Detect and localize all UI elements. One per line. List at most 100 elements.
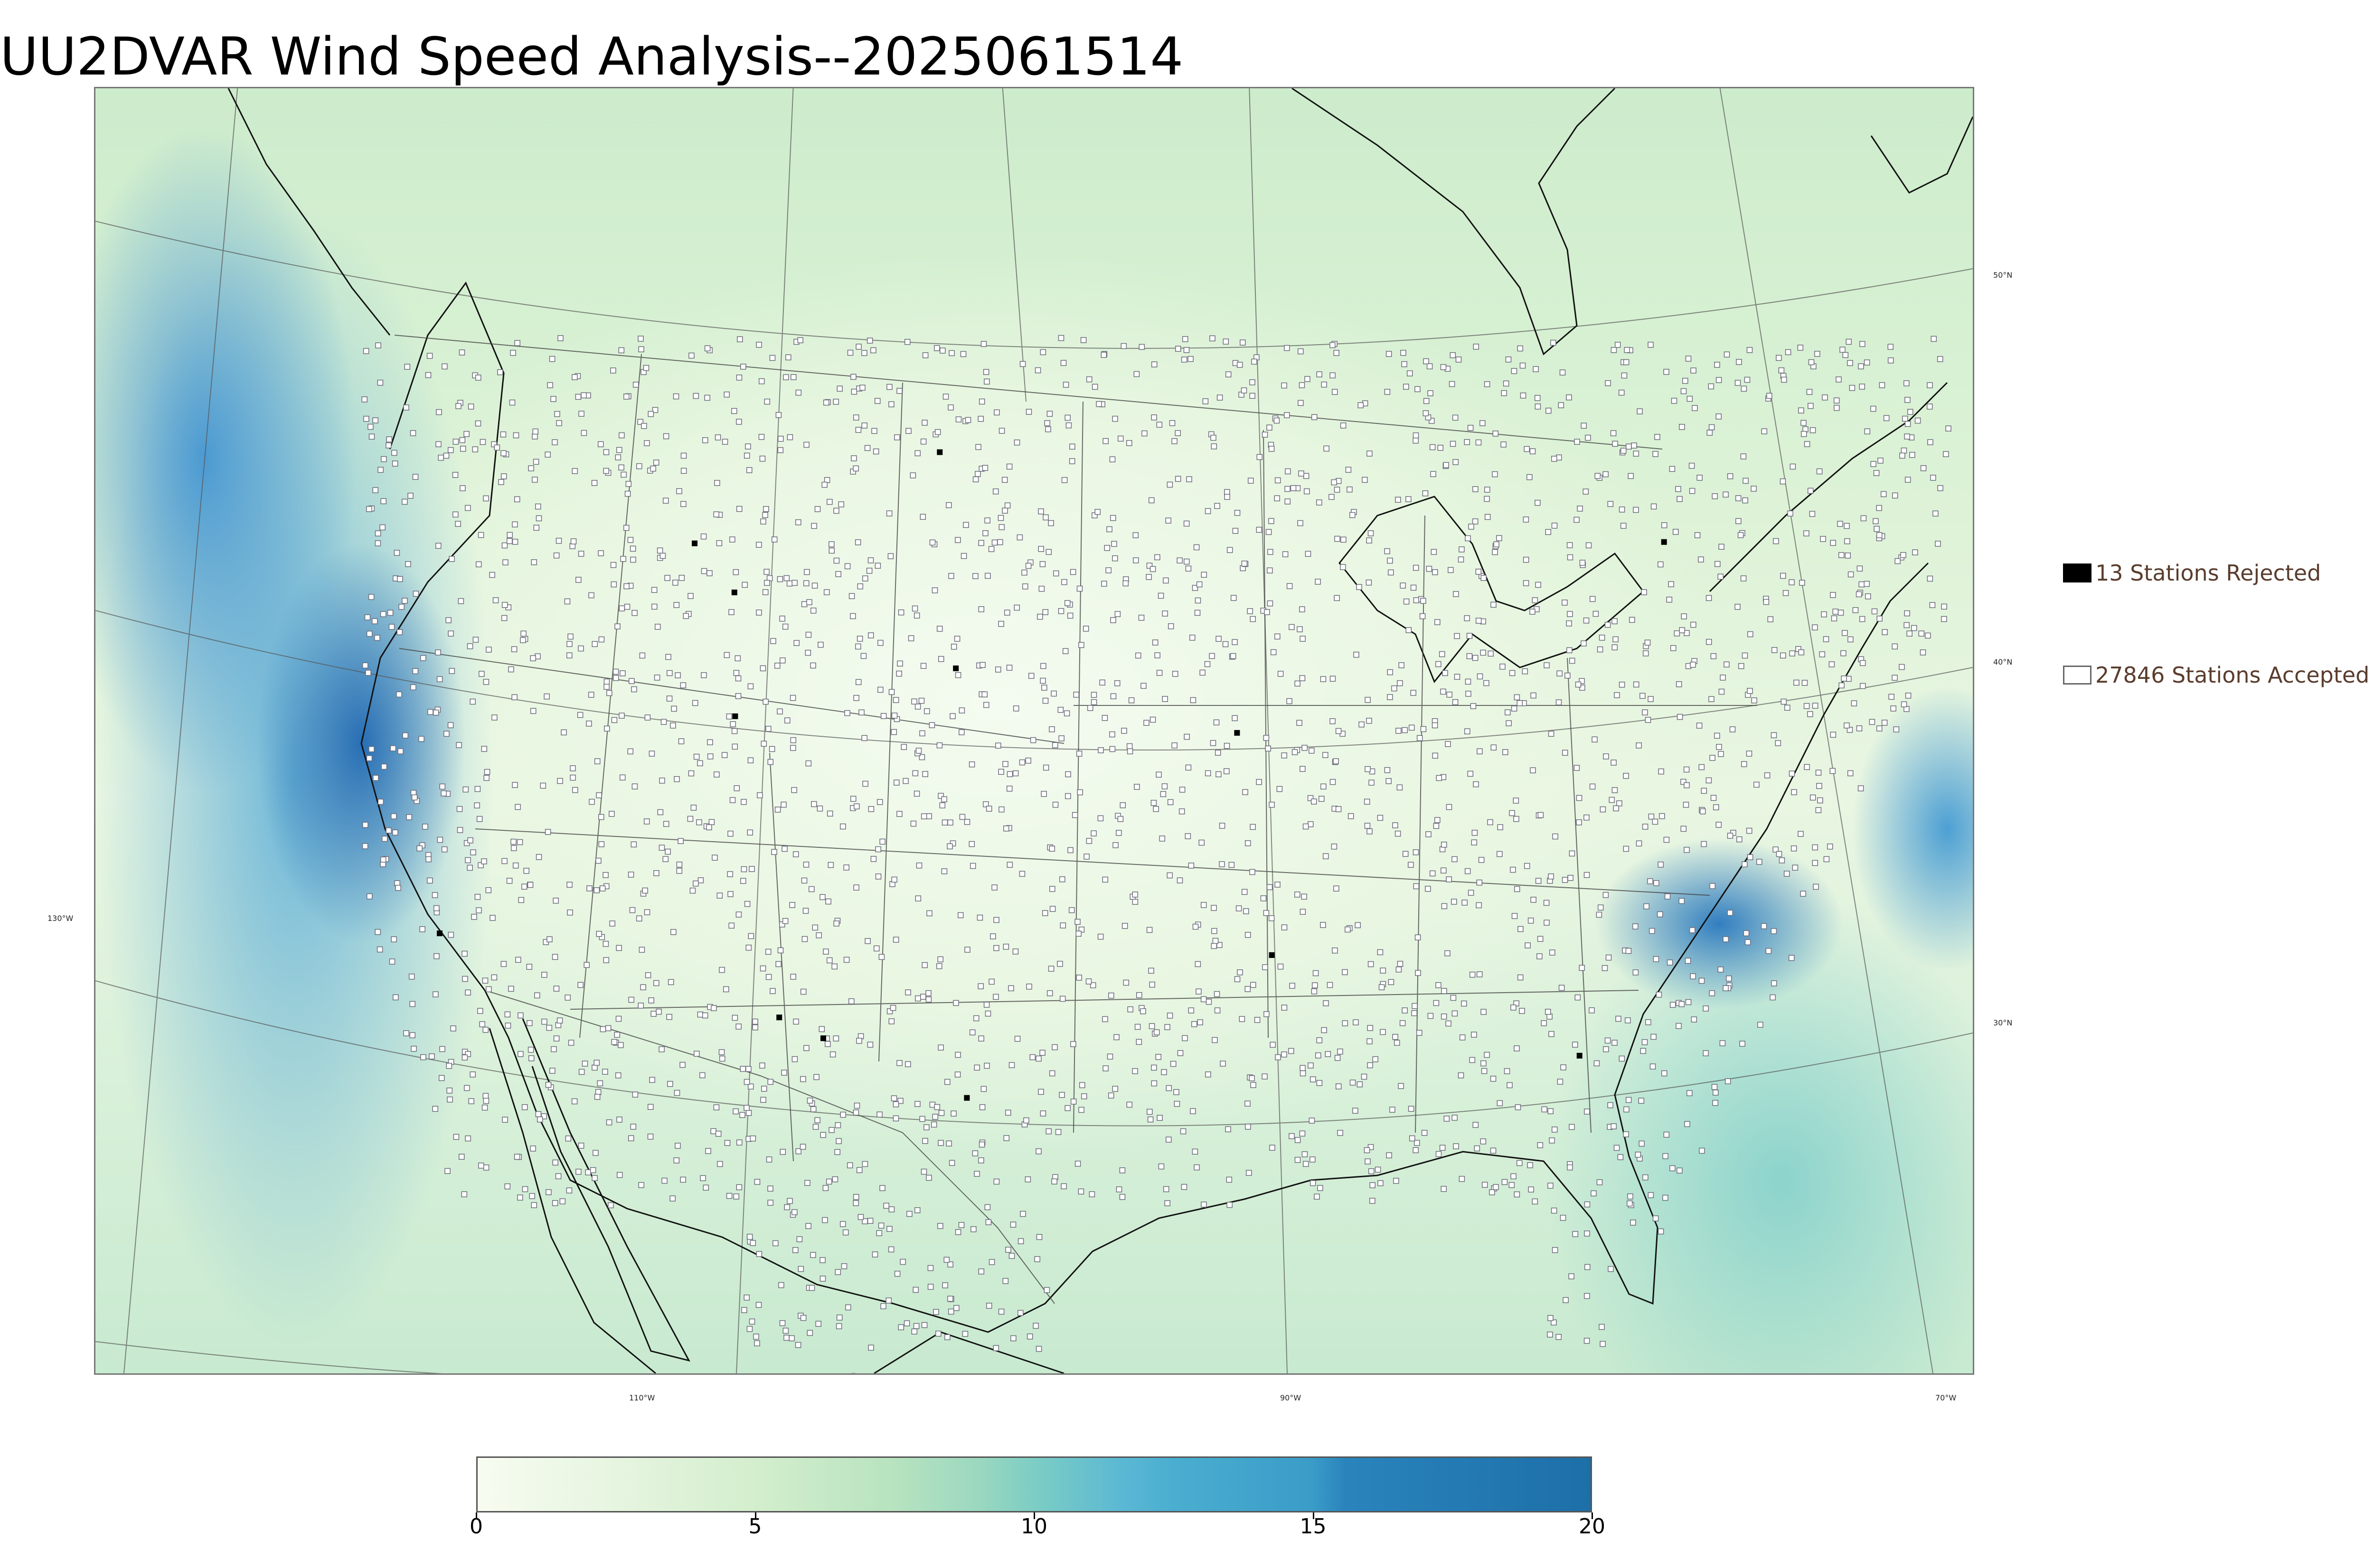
station-accepted-marker xyxy=(1751,486,1757,492)
station-accepted-marker xyxy=(927,1284,934,1290)
station-accepted-marker xyxy=(1490,744,1497,751)
station-accepted-marker xyxy=(1830,540,1836,546)
station-accepted-marker xyxy=(1903,380,1910,386)
station-accepted-marker xyxy=(1083,854,1090,860)
station-accepted-marker xyxy=(436,409,442,415)
station-accepted-marker xyxy=(452,472,459,478)
station-accepted-marker xyxy=(1930,475,1936,481)
station-accepted-marker xyxy=(1425,831,1432,837)
station-accepted-marker xyxy=(1249,869,1255,875)
station-accepted-marker xyxy=(1472,655,1479,661)
station-accepted-marker xyxy=(879,838,886,845)
station-accepted-marker xyxy=(1006,785,1013,792)
station-accepted-marker xyxy=(697,1011,704,1018)
station-accepted-marker xyxy=(1563,1297,1569,1303)
station-accepted-marker xyxy=(447,1096,453,1103)
station-accepted-marker xyxy=(1182,336,1188,342)
station-accepted-marker xyxy=(714,771,720,778)
station-accepted-marker xyxy=(518,1012,524,1019)
station-accepted-marker xyxy=(973,1015,980,1022)
station-accepted-marker xyxy=(1439,1145,1446,1151)
station-accepted-marker xyxy=(1641,1039,1648,1045)
station-accepted-marker xyxy=(1543,900,1550,906)
station-accepted-marker xyxy=(620,670,626,676)
station-accepted-marker xyxy=(683,613,689,619)
station-accepted-marker xyxy=(392,829,398,836)
station-accepted-marker xyxy=(702,1012,708,1019)
station-accepted-marker xyxy=(731,728,738,734)
station-accepted-marker xyxy=(1236,362,1243,368)
station-accepted-marker xyxy=(520,630,527,637)
station-accepted-marker xyxy=(508,666,514,673)
station-accepted-marker xyxy=(1028,673,1035,679)
station-accepted-marker xyxy=(1299,1130,1306,1137)
station-accepted-marker xyxy=(1049,726,1055,732)
station-accepted-marker xyxy=(456,806,463,812)
station-accepted-marker xyxy=(1333,885,1339,892)
station-accepted-marker xyxy=(1899,452,1905,459)
station-accepted-marker xyxy=(795,519,801,526)
station-accepted-marker xyxy=(829,1127,835,1133)
station-accepted-marker xyxy=(857,636,863,642)
station-accepted-marker xyxy=(559,1198,566,1204)
station-accepted-marker xyxy=(594,887,600,893)
station-accepted-marker xyxy=(1669,466,1676,472)
station-accepted-marker xyxy=(1648,1192,1654,1198)
station-accepted-marker xyxy=(1771,732,1777,739)
station-accepted-marker xyxy=(443,452,450,459)
station-accepted-marker xyxy=(1633,451,1639,457)
station-accepted-marker xyxy=(644,440,650,446)
station-accepted-marker xyxy=(1270,649,1277,656)
station-accepted-marker xyxy=(1509,810,1515,817)
station-accepted-marker xyxy=(1367,1062,1373,1069)
station-accepted-marker xyxy=(1369,1182,1375,1188)
station-accepted-marker xyxy=(1846,338,1852,345)
station-accepted-marker xyxy=(1204,661,1211,667)
border-line xyxy=(399,648,1065,744)
station-accepted-marker xyxy=(1715,413,1722,420)
station-accepted-marker xyxy=(929,539,936,546)
station-accepted-marker xyxy=(483,1164,490,1171)
station-accepted-marker xyxy=(836,1323,842,1329)
station-accepted-marker xyxy=(1566,620,1572,627)
station-accepted-marker xyxy=(664,575,670,581)
station-accepted-marker xyxy=(726,713,733,720)
station-accepted-marker xyxy=(891,713,898,719)
station-accepted-marker xyxy=(1038,585,1045,592)
station-accepted-marker xyxy=(1819,651,1826,657)
station-accepted-marker xyxy=(411,1045,417,1052)
gulf-of-california xyxy=(522,1018,690,1362)
station-accepted-marker xyxy=(472,446,479,452)
station-accepted-marker xyxy=(1809,511,1816,517)
station-accepted-marker xyxy=(769,746,775,752)
station-accepted-marker xyxy=(1464,615,1470,621)
station-accepted-marker xyxy=(652,407,659,413)
station-accepted-marker xyxy=(1800,420,1807,426)
station-accepted-marker xyxy=(1480,649,1486,656)
station-accepted-marker xyxy=(1650,1033,1657,1040)
station-accepted-marker xyxy=(733,670,740,676)
station-accepted-marker xyxy=(1639,693,1646,699)
station-accepted-marker xyxy=(1935,541,1941,547)
station-accepted-marker xyxy=(1583,488,1589,495)
station-accepted-marker xyxy=(465,857,471,864)
station-accepted-marker xyxy=(1385,351,1392,357)
station-accepted-marker xyxy=(1307,795,1314,801)
station-accepted-marker xyxy=(557,778,563,784)
station-accepted-marker xyxy=(502,1117,508,1123)
station-accepted-marker xyxy=(780,1149,786,1155)
station-accepted-marker xyxy=(740,1066,746,1072)
station-accepted-marker xyxy=(1552,1247,1558,1253)
station-accepted-marker xyxy=(1803,530,1809,536)
st-lawrence xyxy=(1709,382,1948,592)
station-accepted-marker xyxy=(407,492,414,499)
station-accepted-marker xyxy=(728,609,735,615)
station-accepted-marker xyxy=(1718,751,1724,757)
station-accepted-marker xyxy=(1216,394,1223,401)
station-accepted-marker xyxy=(1604,621,1611,628)
station-accepted-marker xyxy=(1394,1040,1400,1046)
station-accepted-marker xyxy=(1149,497,1155,504)
station-accepted-marker xyxy=(886,510,893,516)
station-accepted-marker xyxy=(1013,705,1019,712)
station-accepted-marker xyxy=(549,356,556,362)
